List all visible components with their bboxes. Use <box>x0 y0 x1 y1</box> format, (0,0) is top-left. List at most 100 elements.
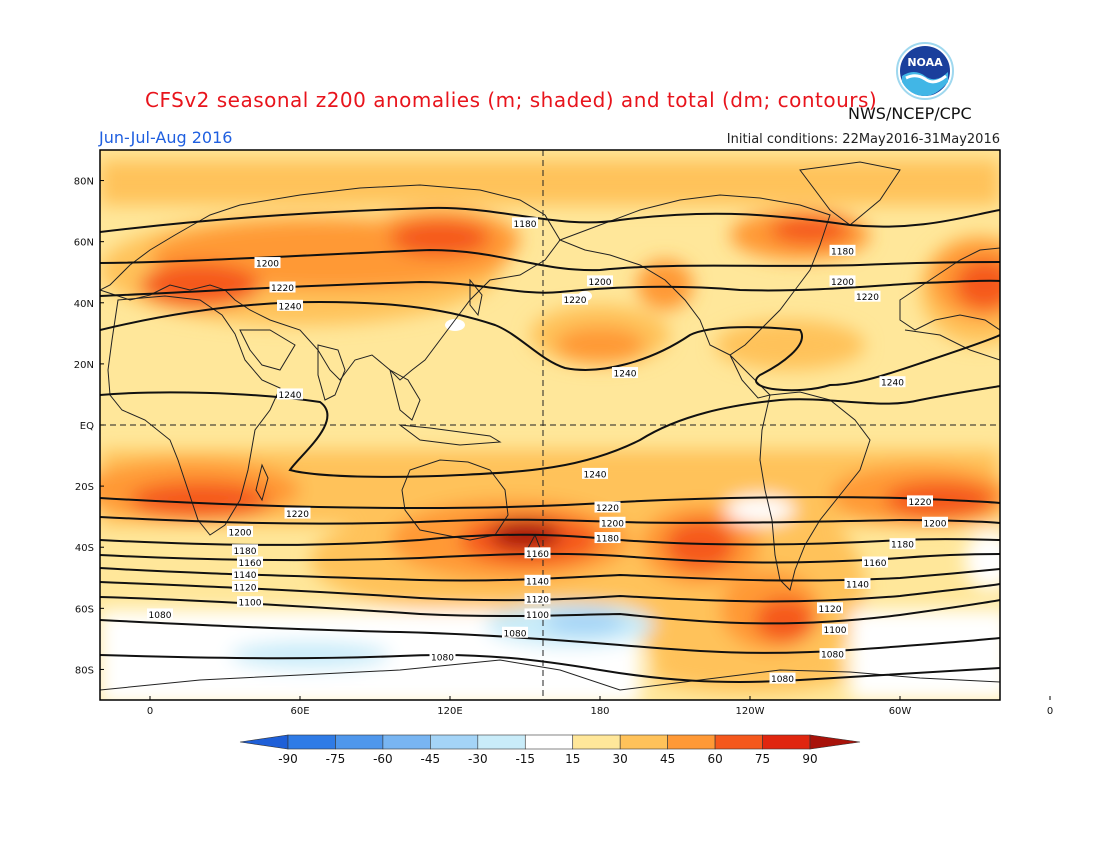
coast-africa <box>107 295 281 536</box>
contour-1240-nh <box>100 300 1000 392</box>
coast-indonesia <box>398 424 502 446</box>
axis-layer: 80N 60N 40N 20N EQ 20S 40S 60S 80S 0 60E 120E 180 120… <box>74 177 1053 717</box>
contour-label-text: 1180 <box>514 220 537 230</box>
lat-tick-label: 20S <box>75 482 94 493</box>
contour-label-text: 1160 <box>864 559 887 569</box>
contour-label: 1220 <box>284 507 311 520</box>
contour-1160-sh <box>100 552 1000 564</box>
contour-label-box <box>854 290 881 302</box>
contour-label: 1160 <box>237 556 263 569</box>
contour-label-text: 1240 <box>279 302 302 312</box>
contour-label-box <box>822 623 848 635</box>
contour-label-box <box>819 648 846 660</box>
contour-label-text: 1100 <box>824 626 847 636</box>
contour-label-box <box>844 577 871 589</box>
contour-label-text: 1220 <box>596 504 619 514</box>
lat-tick-label: 20N <box>74 360 94 371</box>
contour-label-box <box>769 672 796 684</box>
contour-label: 1100 <box>524 608 551 621</box>
contour-label: 1080 <box>502 626 528 639</box>
contour-label-text: 1180 <box>234 547 257 557</box>
contour-label-box <box>429 651 456 663</box>
contour-label-box <box>817 602 843 614</box>
contour-label-box <box>879 376 906 388</box>
contour-label: 1180 <box>594 532 621 545</box>
contour-label: 1240 <box>277 388 303 401</box>
contour-label-box <box>524 574 551 586</box>
lon-tick-label: 120W <box>736 706 765 717</box>
coast-se-asia <box>389 369 421 421</box>
lon-tick-label: 0 <box>1047 706 1053 717</box>
contour-label-text: 1220 <box>564 296 587 306</box>
contour-label-box <box>594 532 621 544</box>
coast-japan <box>469 278 483 317</box>
contour-label-box <box>277 388 303 400</box>
lon-tick-label: 120E <box>437 706 462 717</box>
contour-label-text: 1240 <box>614 370 637 380</box>
contour-label: 1220 <box>907 495 933 508</box>
contour-label: 1200 <box>254 257 281 270</box>
contour-label: 1180 <box>512 217 538 230</box>
contour-label-box <box>524 608 551 620</box>
colorbar-box <box>762 734 811 750</box>
coast-europe-west <box>899 247 1000 331</box>
lat-tick-label: 40N <box>74 299 94 310</box>
contour-label-text: 1080 <box>821 651 844 661</box>
contour-label: 1200 <box>829 275 856 288</box>
contour-label: 1200 <box>587 275 613 288</box>
contour-label-box <box>269 281 296 293</box>
colorbar-label: 90 <box>802 752 817 766</box>
contour-label-box <box>232 568 258 580</box>
contour-label-text: 1200 <box>601 519 624 529</box>
contour-label: 1120 <box>524 593 551 606</box>
lon-tick-label: 0 <box>147 706 153 717</box>
contour-label: 1180 <box>232 544 258 557</box>
contour-1100-sh <box>100 596 1000 625</box>
contour-label-text: 1160 <box>239 559 262 569</box>
contour-label-text: 1200 <box>256 260 279 270</box>
forecast-period: Jun-Jul-Aug 2016 <box>99 128 233 147</box>
coast-south-america <box>759 391 871 591</box>
contour-label-text: 1140 <box>846 580 869 590</box>
contour-label: 1100 <box>237 596 263 609</box>
colorbar-label: 15 <box>565 752 580 766</box>
coast-new-zealand <box>527 533 541 562</box>
contour-label-text: 1160 <box>526 550 549 560</box>
colorbar-label: -90 <box>278 752 298 766</box>
contour-label-box <box>862 556 888 568</box>
contour-label-text: 1200 <box>924 519 947 529</box>
contour-label: 1140 <box>844 577 871 590</box>
contour-label-text: 1240 <box>881 379 904 389</box>
contour-label-box <box>562 293 588 305</box>
contour-label-box <box>594 501 621 513</box>
colorbar-label: -60 <box>373 752 393 766</box>
contour-label-box <box>582 467 608 479</box>
contour-label: 1200 <box>227 525 253 538</box>
colorbar-label: 75 <box>755 752 770 766</box>
lat-tick-label: 60N <box>74 238 94 249</box>
colorbar-box <box>572 734 621 750</box>
contour-label-box <box>612 367 638 379</box>
colorbar-label: -15 <box>515 752 535 766</box>
contour-label: 1220 <box>562 293 588 306</box>
contour-label: 1180 <box>829 244 856 257</box>
colorbar-box <box>335 734 384 750</box>
contour-label: 1220 <box>594 501 621 514</box>
lon-tick-label: 60E <box>290 706 309 717</box>
contour-1120-sh <box>100 581 1000 603</box>
contour-label-text: 1080 <box>504 629 527 639</box>
contour-label-box <box>237 556 263 568</box>
colorbar-box <box>667 734 716 750</box>
contour-label: 1220 <box>854 290 881 303</box>
contour-label-text: 1140 <box>526 577 549 587</box>
colorbar-label: -75 <box>326 752 346 766</box>
contour-label-box <box>829 244 856 256</box>
noaa-logo-text: NOAA <box>907 56 943 69</box>
lat-tick-label: 40S <box>75 543 94 554</box>
colorbar: -90 -75 -60 -45 -30 -15 15 30 45 60 75 90 <box>239 734 861 766</box>
lat-tick-label: EQ <box>80 421 94 432</box>
contour-label-text: 1120 <box>526 596 549 606</box>
contour-label-box <box>502 626 528 638</box>
noaa-logo: NOAA <box>896 42 954 100</box>
contour-label: 1160 <box>862 556 888 569</box>
